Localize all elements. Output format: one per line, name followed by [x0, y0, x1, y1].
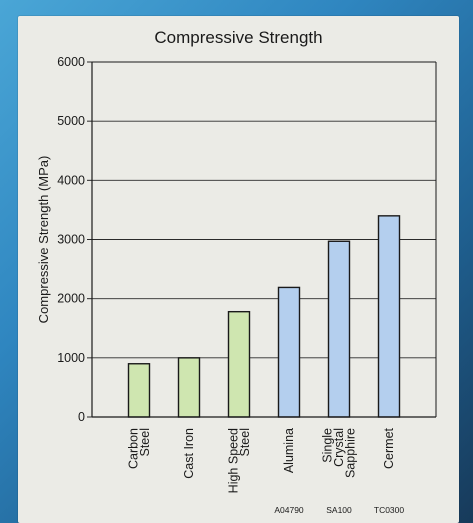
x-tick-label: Cast Iron [182, 428, 196, 479]
y-tick-label: 3000 [57, 233, 85, 247]
y-tick-label: 5000 [57, 114, 85, 128]
bar [377, 215, 401, 418]
x-tick-label-line: Single [321, 428, 335, 463]
bar [177, 357, 201, 418]
y-tick-label: 2000 [57, 292, 85, 306]
x-sublabel: A04790 [274, 505, 304, 515]
x-tick-label: Alumina [282, 428, 296, 473]
x-tick-label-line: Carbon [126, 428, 140, 469]
bar [227, 310, 251, 418]
x-sublabel: SA100 [326, 505, 352, 515]
x-tick-label-line: Steel [138, 428, 152, 457]
y-tick-label: 1000 [57, 351, 85, 365]
x-tick-label-line: Crystal [332, 428, 346, 467]
y-axis-label: Compressive Strength (MPa) [36, 156, 51, 324]
x-tick-label: Cermet [382, 427, 396, 469]
x-tick-label-line: Steel [238, 428, 252, 457]
y-tick-label: 0 [78, 410, 85, 424]
x-tick-label-line: Cermet [382, 427, 396, 469]
bar [277, 286, 301, 418]
chart-title: Compressive Strength [154, 28, 323, 47]
x-tick-label-line: Sapphire [344, 428, 358, 478]
bar [327, 240, 351, 418]
x-tick-label-line: High Speed [226, 428, 240, 493]
y-tick-label: 4000 [57, 173, 85, 187]
x-tick-label-line: Alumina [282, 428, 296, 473]
y-tick-label: 6000 [57, 55, 85, 69]
bar [127, 363, 151, 418]
x-tick-label-line: Cast Iron [182, 428, 196, 479]
x-sublabel: TC0300 [374, 505, 405, 515]
